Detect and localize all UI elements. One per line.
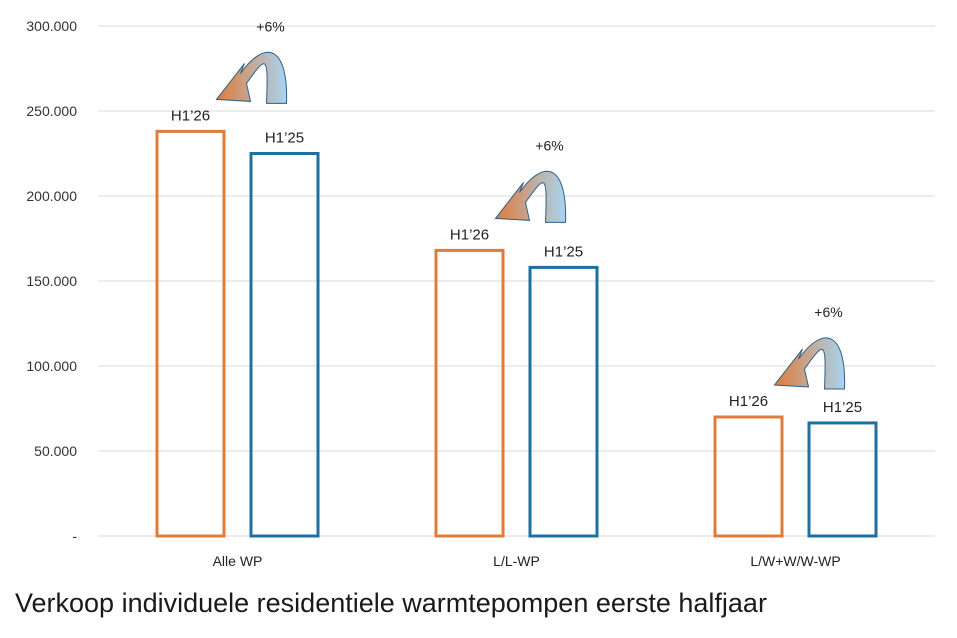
bar-label: H1’25 xyxy=(544,243,583,260)
growth-arrow xyxy=(215,51,288,104)
bar xyxy=(713,415,784,538)
bar xyxy=(434,248,505,538)
y-tick-label: 200.000 xyxy=(26,188,77,204)
y-tick-label: 250.000 xyxy=(26,103,77,119)
bar-label: H1’25 xyxy=(823,399,862,416)
bar xyxy=(249,152,320,538)
chart: - 50.000 100.000 150.000 200.000 250.000 300.0… xyxy=(26,18,935,569)
bar xyxy=(155,129,226,538)
y-tick-label: 150.000 xyxy=(26,273,77,289)
growth-arrow xyxy=(773,337,846,390)
bar-label: H1’26 xyxy=(171,107,210,124)
x-tick-label: L/W+W/W-WP xyxy=(750,553,840,569)
x-tick-label: Alle WP xyxy=(213,553,263,569)
y-tick-label: - xyxy=(72,528,77,544)
bar xyxy=(528,265,599,538)
growth-percent: +6% xyxy=(814,304,842,320)
x-axis: Alle WP L/L-WP L/W+W/W-WP xyxy=(213,553,841,569)
x-tick-label: L/L-WP xyxy=(493,553,540,569)
y-axis: - 50.000 100.000 150.000 200.000 250.000 300.0… xyxy=(26,18,77,544)
y-tick-label: 50.000 xyxy=(34,443,77,459)
y-tick-label: 300.000 xyxy=(26,18,77,34)
chart-title: Verkoop individuele residentiele warmtep… xyxy=(15,588,767,618)
bar-label: H1’26 xyxy=(450,226,489,243)
growth-percent: +6% xyxy=(256,18,284,34)
growth-arrows: +6% +6% +6% xyxy=(215,18,846,390)
bar-label: H1’25 xyxy=(265,130,304,147)
y-tick-label: 100.000 xyxy=(26,358,77,374)
bar-label: H1’26 xyxy=(729,393,768,410)
bar xyxy=(807,421,878,538)
bars: H1’26 H1’25 H1’26 H1’25 H1’26 H1’25 xyxy=(155,107,878,538)
growth-percent: +6% xyxy=(535,137,563,153)
growth-arrow xyxy=(494,170,567,223)
